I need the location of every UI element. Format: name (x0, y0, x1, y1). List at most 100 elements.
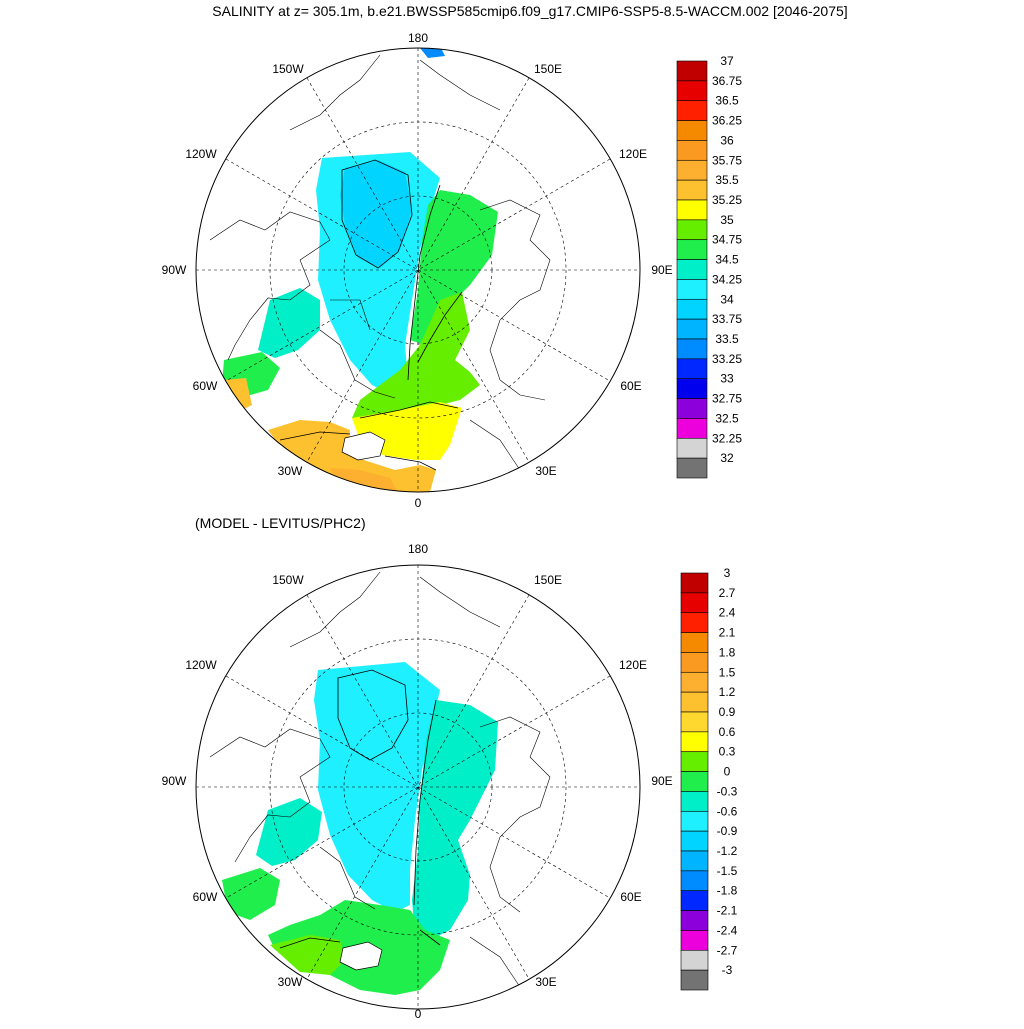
baffin-bay-fill (258, 288, 320, 358)
lon-label: 30W (278, 464, 303, 478)
colorbar-label: -0.9 (717, 824, 738, 838)
colorbar-label: 33.25 (712, 352, 742, 366)
colorbar-swatch (680, 791, 709, 812)
colorbar-salinity: 37 36.75 36.5 36.25 36 35.75 35.5 35.25 35 34.75 3… (676, 54, 742, 479)
lon-label: 90E (651, 263, 672, 277)
colorbar-label: 33 (720, 372, 734, 386)
colorbar-label: 2.7 (719, 586, 736, 600)
eurasian-basin-fill (410, 190, 498, 345)
colorbar-swatch (680, 652, 709, 673)
colorbar-label: -2.4 (717, 923, 738, 937)
colorbar-swatch (680, 870, 709, 892)
colorbar-swatch (680, 612, 709, 633)
colorbar-swatch (676, 199, 708, 221)
colorbar-label: 35.5 (715, 173, 739, 187)
colorbar-swatch (680, 711, 709, 733)
labrador-anomaly (222, 868, 280, 920)
contour-34-75 (417, 291, 463, 363)
beaufort-low-fill (340, 160, 412, 268)
contour-34-5 (407, 184, 441, 381)
colorbar-swatch (680, 691, 709, 713)
colorbar-swatch (676, 100, 708, 121)
colorbar-swatch (680, 850, 709, 872)
contour-35-25 (279, 431, 437, 471)
contour-34 (341, 159, 413, 269)
colorbar-swatch (676, 179, 708, 201)
lon-label: 60W (193, 890, 218, 904)
colorbar-label: 3 (724, 566, 731, 580)
iceland-land-bottom (339, 941, 383, 971)
colorbar-label: 0 (724, 765, 731, 779)
colorbar-label: 0.3 (719, 745, 736, 759)
lon-label: 120E (619, 658, 647, 672)
coastline (209, 54, 551, 471)
colorbar-label: -2.1 (717, 904, 738, 918)
colorbar-swatch (680, 771, 709, 792)
colorbar-label: 33.5 (715, 332, 739, 346)
colorbar-label: 36 (720, 133, 734, 147)
colorbar-swatch (676, 159, 708, 181)
labrador-sea-fill (222, 352, 280, 398)
colorbar-label: 32.75 (712, 392, 742, 406)
colorbar-label: 36.25 (712, 114, 742, 128)
colorbar-label: 36.75 (712, 74, 742, 88)
colorbar-swatch (676, 318, 708, 340)
colorbar-swatch (680, 930, 709, 951)
colorbar-label: 35 (720, 213, 734, 227)
map-border-bottom (195, 564, 641, 1010)
lon-label: 60E (620, 379, 641, 393)
colorbar-label: -0.3 (717, 784, 738, 798)
colorbar-swatch (680, 592, 709, 614)
lon-label: 180 (408, 542, 428, 556)
colorbar-swatch (680, 830, 709, 852)
lon-label: 60E (620, 890, 641, 904)
colorbar-swatch (676, 457, 708, 479)
colorbar-swatch (676, 259, 708, 280)
north-atlantic-warm-fill (330, 468, 398, 492)
colorbar-label: -1.5 (717, 864, 738, 878)
colorbar-label: 34.5 (715, 253, 739, 267)
colorbar-label: 36.5 (715, 94, 739, 108)
colorbar-swatch (676, 298, 708, 320)
atlantic-inflow-fill (352, 292, 480, 420)
eurasian-anomaly (412, 700, 498, 940)
colorbar-label: 1.2 (719, 685, 736, 699)
lon-label: 120W (185, 147, 217, 161)
colorbar-label: 2.4 (719, 606, 736, 620)
colorbar-swatch (676, 338, 708, 360)
colorbar-label: 33.75 (712, 312, 742, 326)
colorbar-swatch (680, 751, 709, 772)
lon-label: 30W (278, 975, 303, 989)
lon-label: 0 (415, 496, 422, 510)
colorbar-label: 1.8 (719, 645, 736, 659)
salinity-map (195, 47, 641, 493)
colorbar-swatch (676, 279, 708, 300)
colorbar-swatch (680, 910, 709, 931)
lon-label: 150E (534, 62, 562, 76)
colorbar-swatch (676, 219, 708, 241)
lon-label: 180 (408, 31, 428, 45)
colorbar-swatch (676, 140, 708, 161)
colorbar-swatch (680, 810, 709, 832)
colorbar-label: 35.75 (712, 153, 742, 167)
colorbar-label: 37 (720, 54, 734, 68)
beaufort-anomaly (338, 670, 408, 760)
colorbar-swatch (680, 890, 709, 911)
lon-label: 90W (162, 774, 187, 788)
colorbar-label: 32 (720, 451, 734, 465)
contour-35 (359, 401, 459, 419)
colorbar-label: -3 (722, 963, 733, 977)
colorbar-swatch (680, 632, 709, 653)
lon-labels-top: 180 150E 120E 90E 60E 30E 0 30W 60W 90W … (162, 31, 673, 510)
main-title: SALINITY at z= 305.1m, b.e21.BWSSP585cmi… (212, 3, 848, 19)
colorbar-label: -1.8 (717, 884, 738, 898)
colorbar-swatch (676, 120, 708, 141)
colorbar-swatch (676, 358, 708, 380)
colorbar-swatch (680, 671, 709, 693)
lon-label: 0 (415, 1007, 422, 1021)
colorbar-label: 0.6 (719, 725, 736, 739)
coastline-bottom (209, 571, 551, 988)
lon-label: 60W (193, 379, 218, 393)
colorbar-label: 0.9 (719, 705, 736, 719)
colorbar-swatch (676, 239, 708, 260)
